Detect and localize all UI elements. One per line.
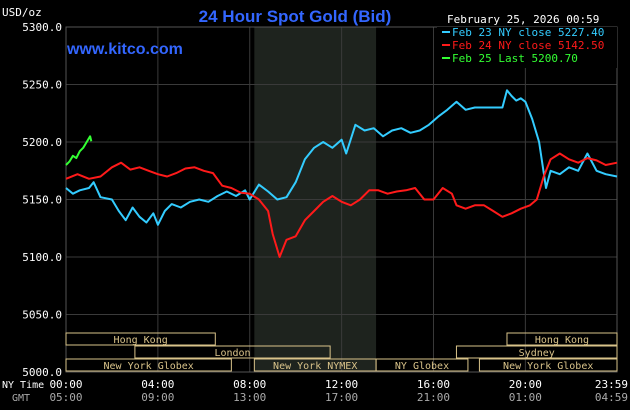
market-session-label: Hong Kong bbox=[535, 335, 589, 346]
market-sessions: Hong Kong Hong Kong London Sydney New York G… bbox=[65, 332, 618, 372]
x-tick-label-ny: 16:00 bbox=[417, 378, 450, 391]
x-tick-label-ny: 04:00 bbox=[141, 378, 174, 391]
x-tick-label-ny: 23:59 bbox=[595, 378, 628, 391]
x-tick-label-gmt: 09:00 bbox=[141, 391, 174, 404]
y-tick-label: 5000.0 bbox=[22, 366, 62, 379]
market-session-box bbox=[65, 358, 232, 372]
x-tick-label-gmt: 13:00 bbox=[233, 391, 266, 404]
legend-entry: Feb 23 NY close 5227.40 bbox=[452, 26, 604, 39]
y-tick-label: 5100.0 bbox=[22, 251, 62, 264]
legend-entry: Feb 25 Last 5200.70 bbox=[452, 52, 578, 65]
market-session-box bbox=[506, 332, 618, 346]
y-tick-label: 5300.0 bbox=[22, 21, 62, 34]
market-session-label: NY Globex bbox=[395, 361, 449, 372]
y-tick-label: 5050.0 bbox=[22, 309, 62, 322]
plot-border bbox=[65, 26, 618, 373]
ny-time-row-label: NY Time bbox=[2, 380, 44, 391]
series-line-2 bbox=[65, 152, 618, 258]
market-session-label: New York Globex bbox=[503, 361, 593, 372]
market-session-box bbox=[134, 345, 331, 359]
x-tick-label-ny: 12:00 bbox=[325, 378, 358, 391]
market-session-label: New York NYMEX bbox=[273, 361, 357, 372]
market-session-label: Hong Kong bbox=[114, 335, 168, 346]
y-tick-label: 5150.0 bbox=[22, 194, 62, 207]
gmt-row-label: GMT bbox=[12, 393, 30, 404]
chart-date: February 25, 2026 00:59 bbox=[447, 13, 599, 26]
y-unit-label: USD/oz bbox=[2, 6, 42, 19]
legend-box bbox=[437, 27, 617, 68]
x-tick-label-gmt: 04:59 bbox=[595, 391, 628, 404]
market-session-box bbox=[478, 358, 618, 372]
market-session-label: New York Globex bbox=[104, 361, 194, 372]
chart-title: 24 Hour Spot Gold (Bid) bbox=[199, 7, 392, 26]
market-session-box bbox=[375, 358, 469, 372]
x-tick-label-gmt: 17:00 bbox=[325, 391, 358, 404]
x-tick-label-gmt: 05:00 bbox=[49, 391, 82, 404]
x-tick-label-ny: 00:00 bbox=[49, 378, 82, 391]
market-session-box bbox=[65, 332, 216, 346]
market-session-label: Sydney bbox=[519, 348, 555, 359]
price-series bbox=[65, 89, 618, 258]
x-tick-label-gmt: 01:00 bbox=[509, 391, 542, 404]
x-tick-label-ny: 20:00 bbox=[509, 378, 542, 391]
y-tick-label: 5200.0 bbox=[22, 136, 62, 149]
market-session-label: London bbox=[214, 348, 250, 359]
series-line-3 bbox=[65, 135, 93, 166]
y-tick-label: 5250.0 bbox=[22, 79, 62, 92]
legend-entry: Feb 24 NY close 5142.50 bbox=[452, 39, 604, 52]
y-axis-labels: 5000.0 5050.0 5100.0 5150.0 5200.0 5250.0 5300… bbox=[22, 21, 62, 379]
market-session-box bbox=[455, 345, 618, 359]
x-tick-label-gmt: 21:00 bbox=[417, 391, 450, 404]
site-watermark: www.kitco.com bbox=[66, 41, 183, 58]
series-line-1 bbox=[65, 89, 618, 226]
x-tick-label-ny: 08:00 bbox=[233, 378, 266, 391]
